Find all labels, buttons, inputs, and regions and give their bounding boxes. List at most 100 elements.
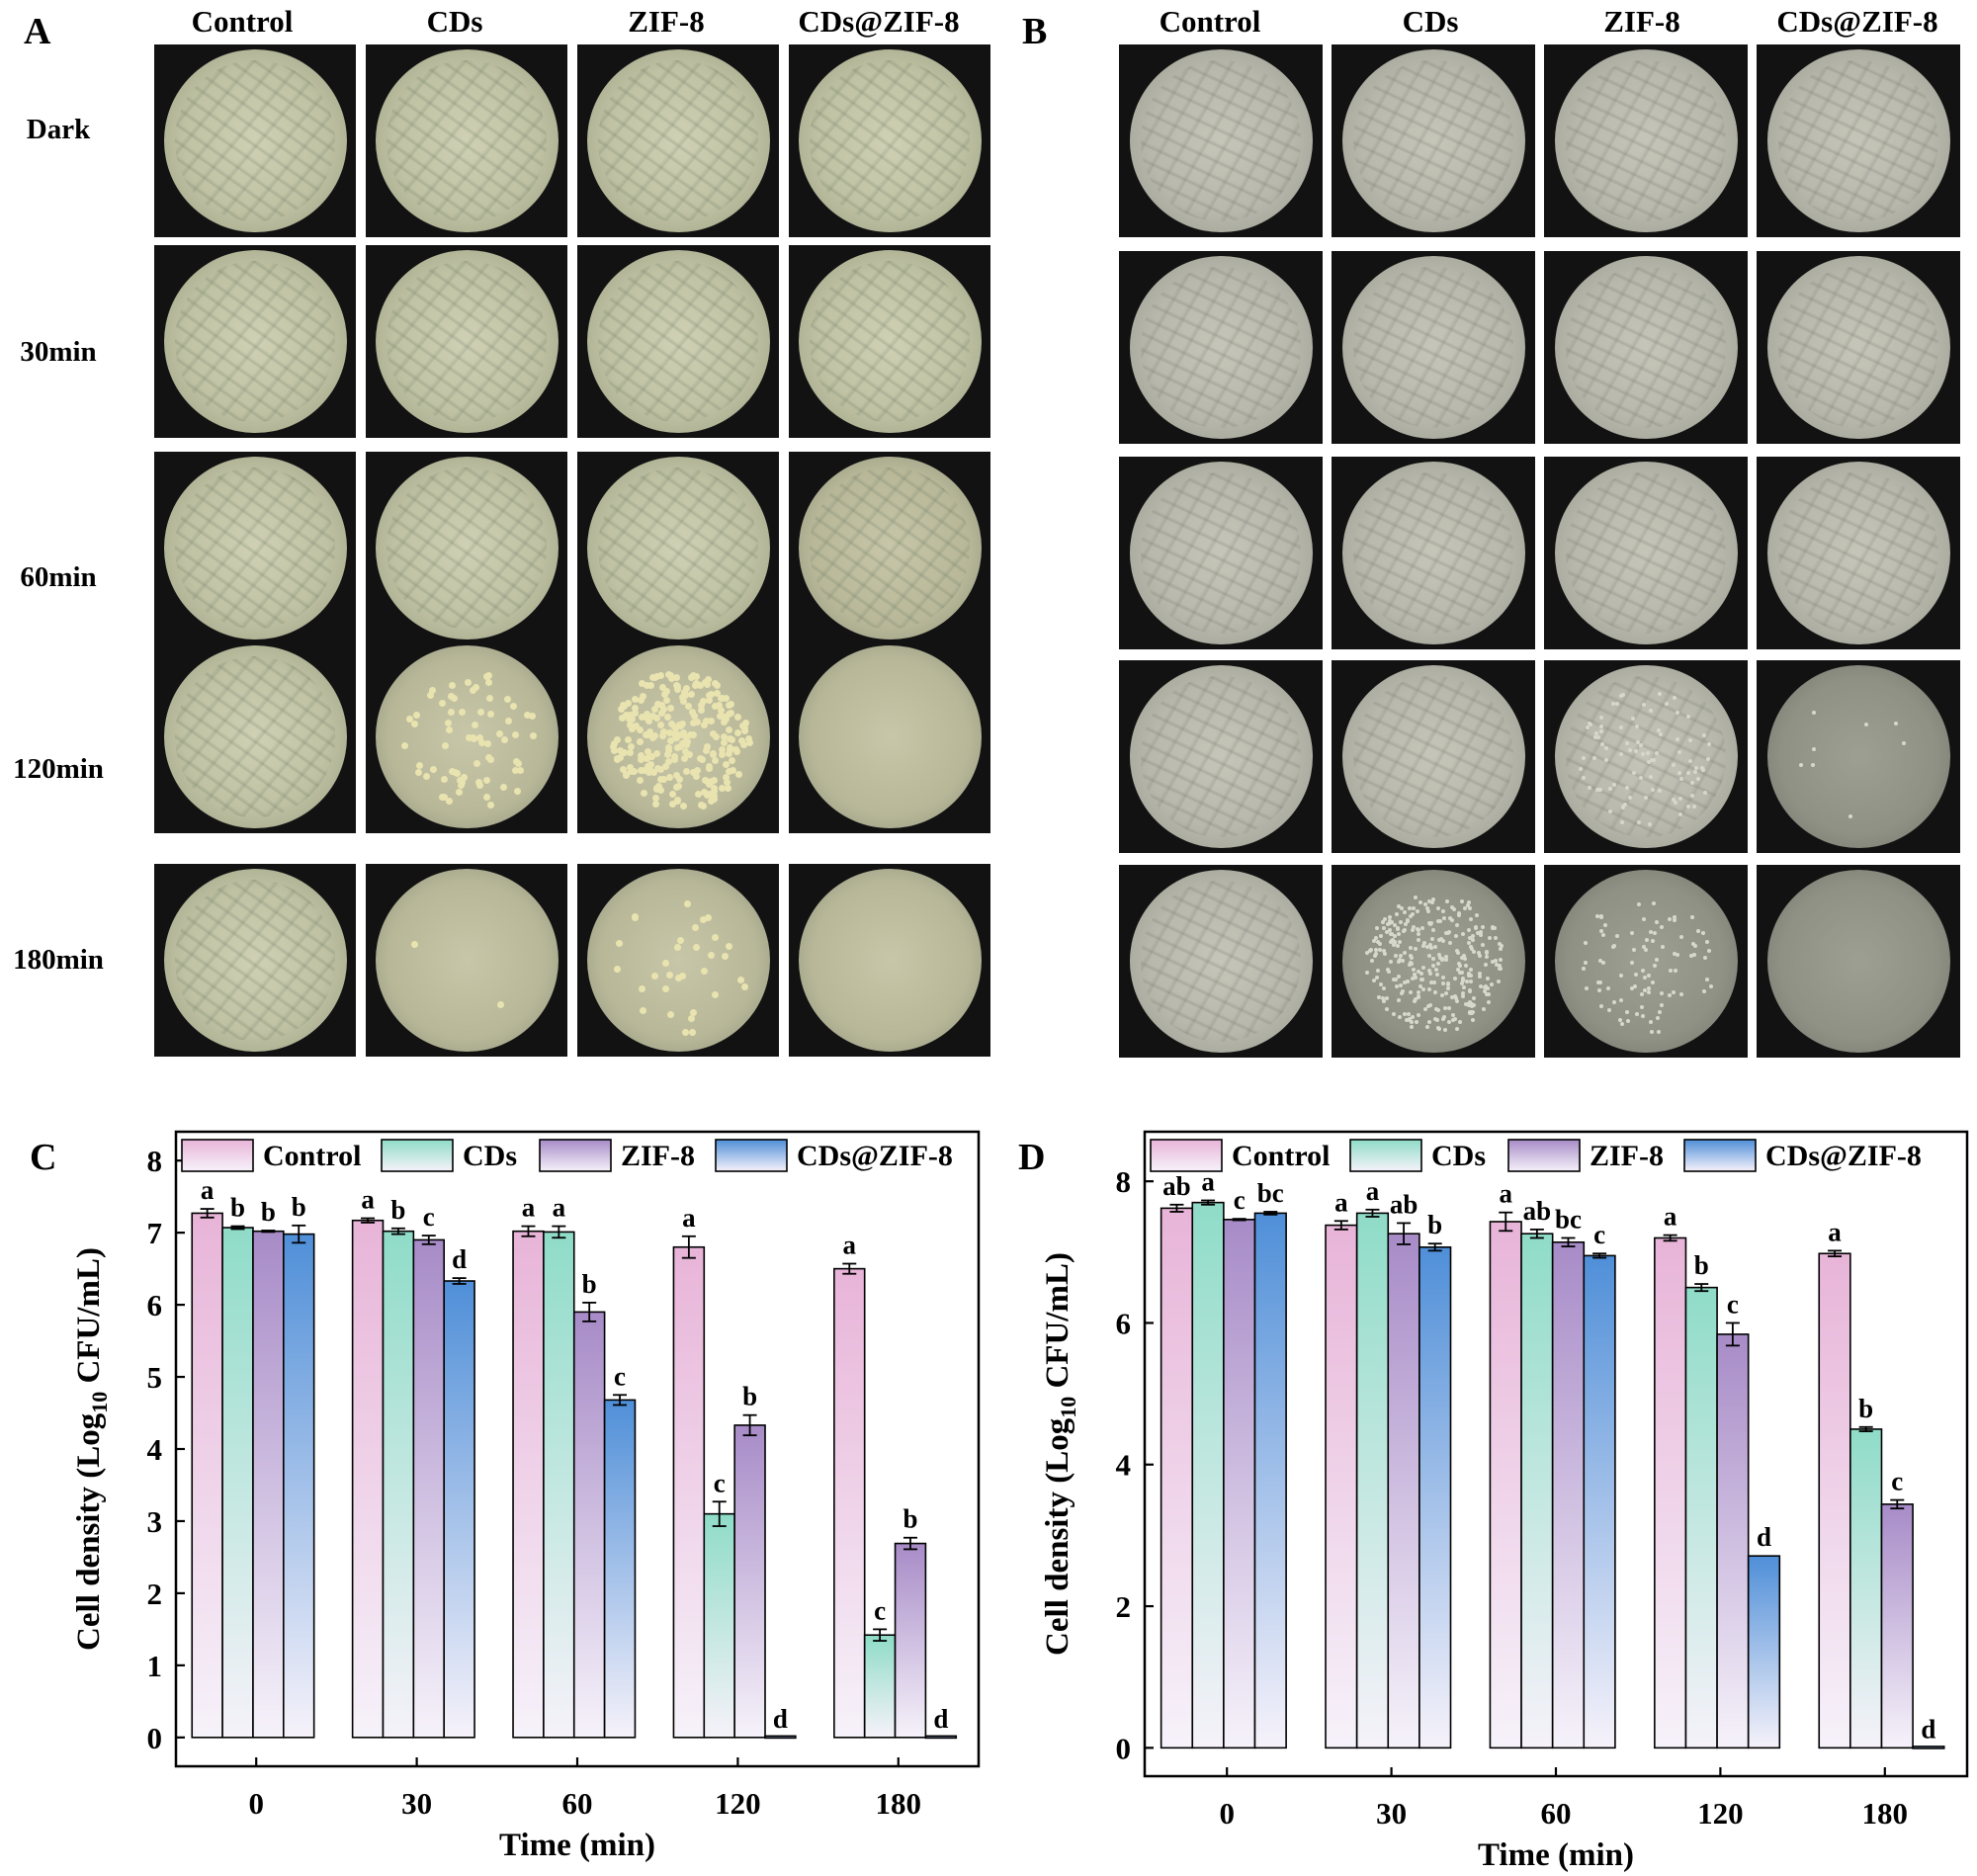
- panel-a-colony: [651, 972, 659, 980]
- panel-b-colony: [1701, 767, 1706, 772]
- panel-b-colony: [1658, 692, 1663, 697]
- panel-a-colony: [444, 719, 452, 726]
- panel-a-colony: [666, 728, 674, 736]
- x-tick-label: 0: [248, 1786, 264, 1821]
- panel-b-colony: [1381, 999, 1386, 1003]
- panel-b-colony: [1409, 913, 1414, 918]
- panel-b-colony: [1416, 1012, 1420, 1017]
- panel-b-colony: [1436, 962, 1441, 967]
- panel-a-colony: [698, 706, 706, 714]
- panel-b-colony: [1692, 805, 1697, 810]
- panel-b-colony: [1372, 938, 1377, 943]
- panel-b-petri-dish: [1129, 870, 1313, 1053]
- panel-b-colony: [1423, 901, 1428, 906]
- panel-a-colony: [704, 914, 712, 922]
- panel-a-colony: [632, 704, 640, 712]
- significance-label: c: [614, 1361, 626, 1391]
- panel-a-petri-dish: [586, 645, 770, 828]
- panel-b-plate-r3-c0: [1119, 660, 1323, 853]
- panel-a-colony: [674, 944, 682, 952]
- bar-zif8: [894, 1542, 927, 1739]
- panel-a-plate-r0-c3: [789, 44, 990, 237]
- panel-a-colony: [661, 960, 669, 968]
- panel-b-colony: [1382, 916, 1387, 921]
- significance-label: d: [773, 1704, 788, 1734]
- panel-b-colony: [1619, 751, 1624, 756]
- panel-b-colony: [1701, 989, 1706, 994]
- panel-b-colony: [1618, 694, 1623, 699]
- panel-b-colony: [1395, 984, 1400, 989]
- panel-a-colony: [459, 709, 467, 717]
- panel-a-colony: [665, 746, 673, 754]
- panel-b-colony: [1374, 936, 1379, 940]
- panel-b-colony: [1607, 1008, 1611, 1013]
- panel-a-colony: [693, 766, 701, 774]
- panel-b-colony: [1443, 930, 1448, 935]
- panel-a-colony: [625, 715, 633, 723]
- panel-b-plate-r4-c0: [1119, 865, 1323, 1058]
- panel-b-colony: [1471, 1010, 1476, 1015]
- x-tick-label: 30: [401, 1786, 432, 1821]
- panel-b-colony: [1411, 967, 1416, 972]
- panel-b-colony: [1652, 931, 1657, 936]
- panel-a-colony: [631, 695, 639, 703]
- panel-a-colony: [648, 712, 656, 720]
- panel-b-colony: [1584, 960, 1589, 965]
- panel-b-colony: [1646, 974, 1651, 979]
- panel-b-colony: [1432, 1017, 1437, 1022]
- y-tick-label: 8: [1116, 1164, 1132, 1199]
- panel-a-row-dark: Dark: [26, 114, 91, 145]
- panel-b-colony: [1693, 769, 1698, 774]
- panel-a-colony: [676, 721, 684, 728]
- panel-a-colony: [614, 966, 622, 974]
- panel-a-colony: [689, 1028, 697, 1036]
- panel-b-colony: [1648, 775, 1653, 780]
- panel-a-colony: [638, 713, 645, 721]
- panel-a-colony: [657, 701, 665, 709]
- panel-b-colony: [1459, 898, 1464, 903]
- panel-b-colony: [1388, 927, 1393, 932]
- panel-a-colony: [673, 686, 681, 694]
- panel-a-colony: [446, 725, 454, 733]
- panel-a-colony: [706, 764, 714, 772]
- panel-a-colony: [631, 914, 639, 922]
- panel-b-colony: [1499, 946, 1504, 951]
- panel-a-colony: [624, 700, 632, 708]
- panel-a-colony: [482, 793, 490, 801]
- panel-b-colony: [1368, 948, 1373, 953]
- panel-b-colony: [1393, 977, 1398, 981]
- panel-a-colony: [628, 768, 636, 776]
- panel-b-colony: [1427, 942, 1432, 947]
- panel-b-colony: [1689, 780, 1694, 785]
- panel-b-colony: [1459, 956, 1464, 961]
- bar-cds: [703, 1512, 735, 1739]
- panel-a-colony: [732, 746, 740, 754]
- panel-b-colony: [1425, 1003, 1430, 1008]
- panel-a-colony: [684, 702, 692, 710]
- panel-b-colony: [1605, 985, 1610, 990]
- panel-b-colony: [1702, 791, 1707, 796]
- panel-b-colony: [1392, 940, 1397, 945]
- panel-a-colony: [646, 728, 654, 736]
- panel-b-colony: [1481, 1006, 1486, 1011]
- panel-a-colony: [710, 749, 718, 757]
- significance-label: b: [1427, 1210, 1442, 1239]
- bar-cdszif8: [1912, 1746, 1945, 1749]
- panel-a-colony: [679, 802, 687, 810]
- panel-b-petri-dish: [1341, 49, 1525, 232]
- panel-b-colony: [1403, 1012, 1408, 1017]
- panel-b-colony: [1635, 1011, 1640, 1016]
- significance-label: bc: [1555, 1204, 1582, 1234]
- panel-b-colony: [1436, 919, 1441, 924]
- panel-a-colony: [644, 681, 651, 689]
- panel-a-colony: [682, 685, 690, 693]
- panel-b-colony: [1435, 1025, 1440, 1030]
- panel-a-colony: [618, 705, 626, 713]
- panel-a-colony: [487, 710, 495, 718]
- panel-a-colony: [667, 736, 675, 744]
- panel-a-col-zif8: ZIF-8: [628, 4, 705, 39]
- panel-b-colony: [1455, 948, 1460, 953]
- panel-b-colony: [1408, 906, 1413, 911]
- panel-a-colony: [724, 779, 731, 787]
